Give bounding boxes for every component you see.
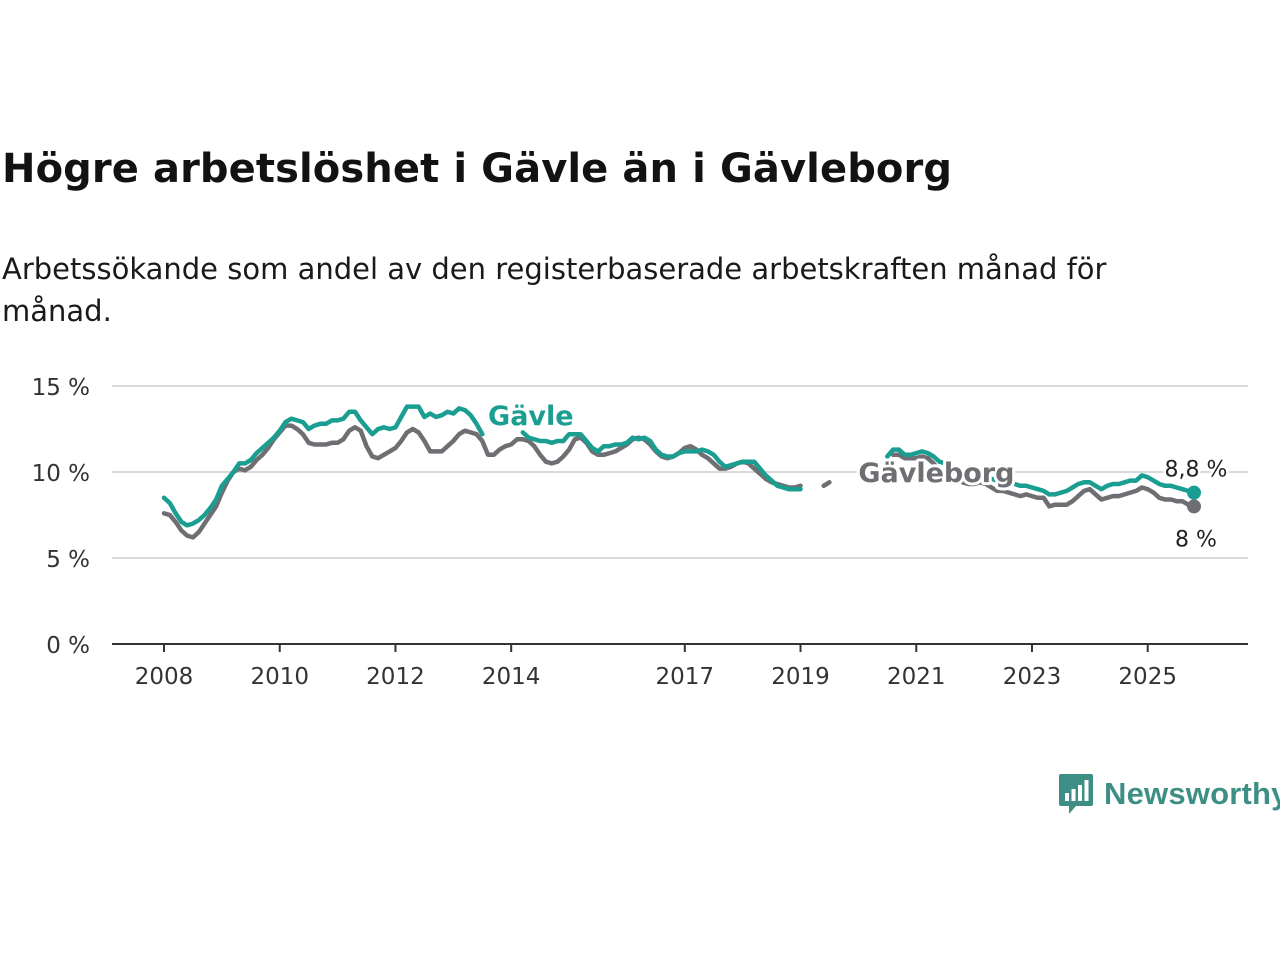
series-line-gavleborg (890, 452, 1197, 509)
end-value-label-gavleborg: 8 % (1175, 527, 1217, 552)
series-label-gavle: Gävle (488, 401, 574, 432)
newsworthy-wordmark: Newsworthy (1104, 776, 1280, 811)
line-chart: 0 % 5 % 10 % 15 % 2008 2010 2012 2014 2017 2019 20… (32, 375, 1248, 690)
series-line-gavle (520, 430, 803, 492)
series-label-gavleborg: Gävleborg (858, 458, 1014, 489)
x-tick-label: 2023 (1003, 664, 1062, 690)
y-tick-label: 10 % (32, 461, 90, 487)
series-layer (161, 404, 1201, 540)
newsworthy-brand: Newsworthy (1058, 772, 1280, 816)
newsworthy-logo-icon (1059, 774, 1093, 814)
x-tick-label: 2010 (250, 664, 309, 690)
x-tick-label: 2019 (771, 664, 830, 690)
chart-title: Högre arbetslöshet i Gävle än i Gävlebor… (2, 146, 953, 192)
y-tick-label: 0 % (46, 633, 90, 659)
end-point-gavleborg (1187, 499, 1201, 514)
series-line-gavleborg (161, 423, 803, 540)
series-line-gavle (161, 404, 485, 528)
x-tick-label: 2025 (1118, 664, 1177, 690)
y-tick-label: 15 % (32, 375, 90, 401)
axis-layer: 0 % 5 % 10 % 15 % 2008 2010 2012 2014 2017 2019 20… (32, 375, 1248, 690)
series-line-gavleborg (821, 480, 832, 489)
grid-layer (112, 385, 1248, 559)
x-tick-label: 2012 (366, 664, 425, 690)
y-tick-label: 5 % (46, 547, 90, 573)
label-layer: Gävle Gävleborg 8,8 % 8 % (485, 398, 1230, 555)
x-tick-label: 2021 (887, 664, 946, 690)
chart-subtitle: Arbetssökande som andel av den registerb… (2, 252, 1107, 328)
end-point-gavle (1187, 485, 1201, 500)
end-value-label-gavle: 8,8 % (1165, 458, 1228, 483)
series-line-gavle (885, 447, 1197, 497)
x-tick-label: 2017 (656, 664, 715, 690)
x-tick-label: 2008 (135, 664, 194, 690)
x-tick-label: 2014 (482, 664, 541, 690)
